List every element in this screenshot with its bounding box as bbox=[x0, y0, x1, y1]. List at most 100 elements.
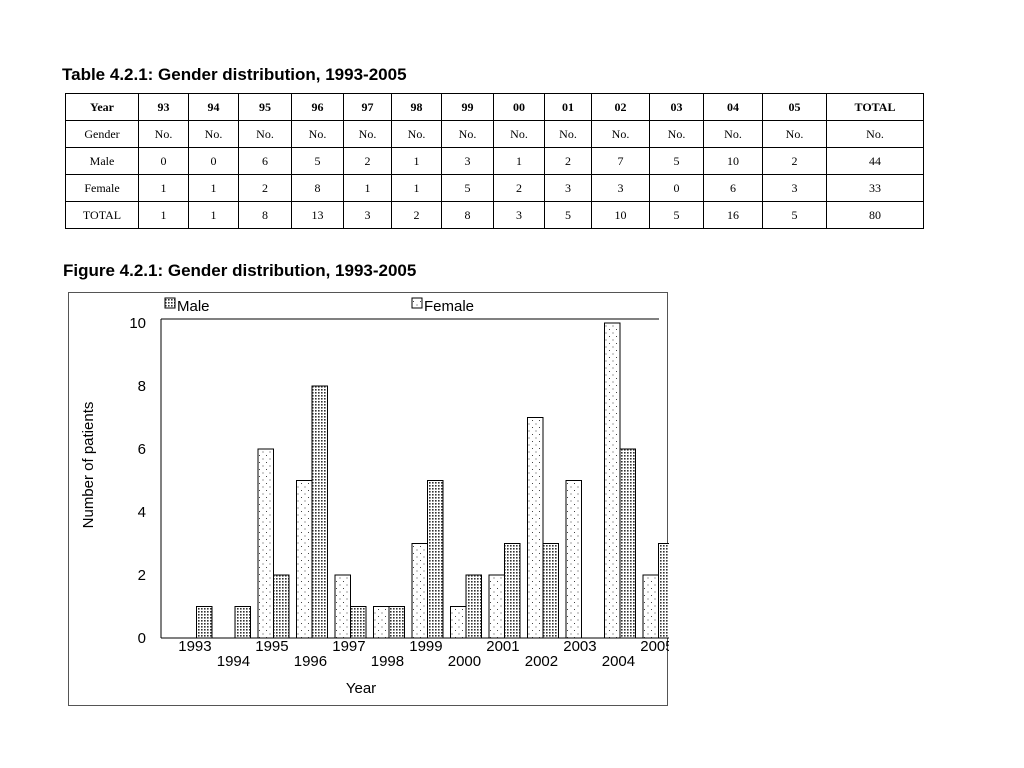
bar-male-2000 bbox=[465, 574, 482, 639]
table-header-cell: 93 bbox=[138, 93, 189, 121]
table-cell: No. bbox=[649, 120, 704, 148]
bar-female-2005 bbox=[642, 574, 659, 639]
table-row: Gender No. No. No. No. No. No. No. No. No. No. No. N… bbox=[65, 120, 924, 148]
table-row-label: TOTAL bbox=[65, 201, 139, 229]
bar-female-1996 bbox=[296, 480, 313, 639]
table-cell: No. bbox=[591, 120, 650, 148]
table-header-cell: 03 bbox=[649, 93, 704, 121]
bar-female-2001 bbox=[488, 574, 505, 639]
bar-female-2004 bbox=[604, 322, 621, 639]
table-cell: 10 bbox=[703, 147, 763, 175]
bar-female-1995 bbox=[257, 448, 274, 639]
table-cell: 1 bbox=[391, 174, 442, 202]
table-cell: 2 bbox=[762, 147, 827, 175]
legend-swatch-female bbox=[411, 297, 423, 309]
table-cell: 1 bbox=[138, 201, 189, 229]
legend-label-female: Female bbox=[424, 298, 474, 315]
x-tick-label: 2004 bbox=[602, 653, 635, 670]
table-header-cell: 00 bbox=[493, 93, 545, 121]
table-cell: 5 bbox=[441, 174, 494, 202]
table-cell: 8 bbox=[441, 201, 494, 229]
x-tick-label: 1997 bbox=[332, 638, 365, 655]
table-row-label: Male bbox=[65, 147, 139, 175]
table-header-cell: 98 bbox=[391, 93, 442, 121]
table-cell: 0 bbox=[138, 147, 189, 175]
bar-male-1995 bbox=[273, 574, 290, 639]
table-header-row: Year 93 94 95 96 97 98 99 00 01 02 03 04 05 TOTAL bbox=[65, 93, 924, 121]
table-header-cell: 02 bbox=[591, 93, 650, 121]
table-header-cell: 04 bbox=[703, 93, 763, 121]
table-header-cell: 01 bbox=[544, 93, 592, 121]
table-cell: No. bbox=[762, 120, 827, 148]
table-cell: 3 bbox=[493, 201, 545, 229]
table-cell: 33 bbox=[826, 174, 924, 202]
table-row: TOTAL 1 1 8 13 3 2 8 3 5 10 5 16 5 80 bbox=[65, 201, 924, 229]
bar-male-1999 bbox=[427, 480, 444, 639]
bar-female-1999 bbox=[411, 543, 428, 639]
bar-female-1997 bbox=[334, 574, 351, 639]
table-cell: 3 bbox=[343, 201, 392, 229]
table-cell: 2 bbox=[544, 147, 592, 175]
bar-male-1996 bbox=[311, 385, 328, 639]
gender-table: Year 93 94 95 96 97 98 99 00 01 02 03 04 05 TOTAL Gend… bbox=[65, 93, 924, 229]
table-cell: 8 bbox=[291, 174, 344, 202]
y-tick-label: 0 bbox=[138, 630, 146, 647]
x-axis-title: Year bbox=[346, 680, 376, 697]
x-tick-label: 1999 bbox=[409, 638, 442, 655]
y-tick-label: 10 bbox=[129, 315, 146, 332]
table-cell: 0 bbox=[188, 147, 239, 175]
table-header-cell: 95 bbox=[238, 93, 292, 121]
table-cell: No. bbox=[291, 120, 344, 148]
table-header-cell: 99 bbox=[441, 93, 494, 121]
table-cell: 0 bbox=[649, 174, 704, 202]
table-cell: 5 bbox=[544, 201, 592, 229]
table-cell: 5 bbox=[291, 147, 344, 175]
y-tick-labels: 0 2 4 6 8 10 bbox=[129, 315, 146, 647]
table-cell: 5 bbox=[649, 201, 704, 229]
table-cell: 6 bbox=[703, 174, 763, 202]
bar-male-1993 bbox=[196, 606, 213, 639]
table-cell: 3 bbox=[762, 174, 827, 202]
legend-swatch-male bbox=[164, 297, 176, 309]
table-cell: 2 bbox=[391, 201, 442, 229]
x-tick-label: 1995 bbox=[255, 638, 288, 655]
bar-male-1994 bbox=[234, 606, 251, 639]
table-cell: 6 bbox=[238, 147, 292, 175]
bar-female-2003 bbox=[565, 480, 582, 639]
table-cell: No. bbox=[826, 120, 924, 148]
chart-axes bbox=[160, 318, 659, 639]
table-cell: No. bbox=[493, 120, 545, 148]
chart-frame: Male Female 0 2 4 6 8 10 1993 1994 1995 1996 1997 1… bbox=[68, 292, 669, 706]
table-cell: 3 bbox=[544, 174, 592, 202]
table-cell: No. bbox=[391, 120, 442, 148]
table-cell: 1 bbox=[188, 201, 239, 229]
table-header-cell: 05 bbox=[762, 93, 827, 121]
table-header-year: Year bbox=[65, 93, 139, 121]
table-row: Female 1 1 2 8 1 1 5 2 3 3 0 6 3 33 bbox=[65, 174, 924, 202]
table-cell: 3 bbox=[591, 174, 650, 202]
table-row: Male 0 0 6 5 2 1 3 1 2 7 5 10 2 44 bbox=[65, 147, 924, 175]
x-tick-label: 2000 bbox=[448, 653, 481, 670]
bar-male-2004 bbox=[619, 448, 636, 639]
chart-bars bbox=[196, 322, 669, 639]
table-cell: 5 bbox=[762, 201, 827, 229]
bar-male-1998 bbox=[388, 606, 405, 639]
table-cell: 1 bbox=[391, 147, 442, 175]
table-cell: 8 bbox=[238, 201, 292, 229]
x-tick-label: 2005 bbox=[640, 638, 669, 655]
table-row-label: Gender bbox=[65, 120, 139, 148]
bar-male-2002 bbox=[542, 543, 559, 639]
table-cell: 1 bbox=[493, 147, 545, 175]
bar-male-2001 bbox=[504, 543, 521, 639]
table-cell: No. bbox=[703, 120, 763, 148]
table-cell: 3 bbox=[441, 147, 494, 175]
x-tick-label: 2002 bbox=[525, 653, 558, 670]
table-row-label: Female bbox=[65, 174, 139, 202]
chart-legend: Male Female bbox=[164, 297, 474, 315]
table-cell: No. bbox=[188, 120, 239, 148]
x-tick-label: 1993 bbox=[178, 638, 211, 655]
y-axis-title: Number of patients bbox=[80, 402, 97, 529]
x-tick-label: 1994 bbox=[217, 653, 250, 670]
table-header-cell: 96 bbox=[291, 93, 344, 121]
